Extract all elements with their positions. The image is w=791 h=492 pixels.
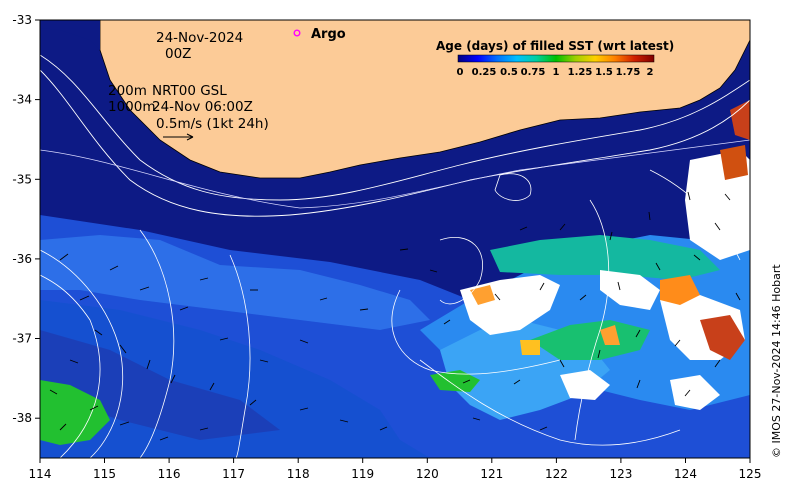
x-tick-label: 117 bbox=[222, 467, 245, 481]
colorbar-tick-label: 0.25 bbox=[472, 67, 497, 78]
product-label: NRT00 GSL bbox=[152, 83, 227, 99]
x-axis-ticks bbox=[39, 458, 751, 463]
colorbar-tick-label: 1.5 bbox=[595, 67, 613, 78]
y-tick-label: -36 bbox=[12, 252, 32, 266]
velocity-vectors bbox=[49, 191, 741, 441]
sst-age-patch-red bbox=[700, 315, 745, 360]
cloud-gap-2 bbox=[600, 270, 660, 310]
x-tick-label: 114 bbox=[29, 467, 52, 481]
colorbar-tick-label: 2 bbox=[647, 67, 654, 78]
colorbar bbox=[457, 54, 655, 63]
sst-age-patch-yellow bbox=[520, 340, 540, 355]
y-tick-label: -37 bbox=[12, 332, 32, 346]
sst-age-band-teal bbox=[490, 235, 720, 280]
y-axis-labels: -33 -34 -35 -36 -37 -38 bbox=[12, 13, 32, 425]
time-label: 00Z bbox=[165, 46, 191, 62]
colorbar-tick-label: 1.25 bbox=[568, 67, 593, 78]
sst-age-patch-orange bbox=[660, 275, 700, 305]
x-tick-label: 118 bbox=[287, 467, 310, 481]
colorbar-tick-label: 1.75 bbox=[616, 67, 641, 78]
cloud-gap-6 bbox=[670, 375, 720, 410]
y-axis-ticks bbox=[35, 19, 40, 419]
x-tick-label: 115 bbox=[93, 467, 116, 481]
sst-age-band-green-patch bbox=[430, 370, 480, 392]
map-field bbox=[40, 20, 750, 458]
isobath-200m bbox=[40, 54, 750, 201]
plot-frame bbox=[39, 19, 751, 459]
colorbar-tick-label: 0.5 bbox=[500, 67, 518, 78]
isobath-extra bbox=[40, 139, 750, 209]
x-tick-label: 116 bbox=[158, 467, 181, 481]
depth-1000-label: 1000m bbox=[108, 99, 156, 115]
colorbar-title: Age (days) of filled SST (wrt latest) bbox=[436, 39, 674, 53]
sst-age-patch-orange-3 bbox=[600, 325, 620, 345]
x-tick-label: 124 bbox=[674, 467, 697, 481]
x-tick-label: 119 bbox=[351, 467, 374, 481]
x-tick-label: 125 bbox=[739, 467, 762, 481]
y-tick-label: -35 bbox=[12, 172, 32, 186]
argo-label: Argo bbox=[311, 27, 346, 42]
scale-label: 0.5m/s (1kt 24h) bbox=[156, 116, 269, 132]
x-axis-labels: 114 115 116 117 118 119 120 121 122 123 … bbox=[29, 467, 762, 481]
scale-arrow-icon bbox=[163, 133, 194, 141]
colorbar-ticks: 0 0.25 0.5 0.75 1 1.25 1.5 1.75 2 bbox=[457, 67, 654, 78]
ocean-nw-corner bbox=[40, 20, 100, 50]
sst-age-patch-red-ne bbox=[730, 100, 750, 140]
sea-level-contours bbox=[40, 169, 741, 458]
colorbar-tick-label: 0.75 bbox=[521, 67, 546, 78]
isobath-1000m bbox=[40, 69, 750, 217]
sst-age-band-green bbox=[530, 320, 650, 360]
x-tick-label: 123 bbox=[609, 467, 632, 481]
colorbar-tick-label: 0 bbox=[457, 67, 464, 78]
y-tick-label: -38 bbox=[12, 411, 32, 425]
colorbar-tick-label: 1 bbox=[553, 67, 560, 78]
sst-age-patch-red-2 bbox=[720, 145, 748, 180]
sst-age-band-light bbox=[40, 235, 430, 330]
y-tick-label: -33 bbox=[12, 13, 32, 27]
y-tick-label: -34 bbox=[12, 93, 32, 107]
sst-age-patch-orange-2 bbox=[470, 285, 495, 305]
sst-age-band-green-sw bbox=[40, 380, 110, 445]
credit-text: © IMOS 27-Nov-2024 14:46 Hobart bbox=[770, 264, 783, 458]
date-label: 24-Nov-2024 bbox=[156, 30, 243, 46]
product-time-label: 24-Nov 06:00Z bbox=[152, 99, 253, 115]
depth-200-label: 200m bbox=[108, 83, 147, 99]
argo-marker-icon bbox=[293, 29, 301, 37]
x-tick-label: 121 bbox=[480, 467, 503, 481]
x-tick-label: 120 bbox=[416, 467, 439, 481]
x-tick-label: 122 bbox=[545, 467, 568, 481]
